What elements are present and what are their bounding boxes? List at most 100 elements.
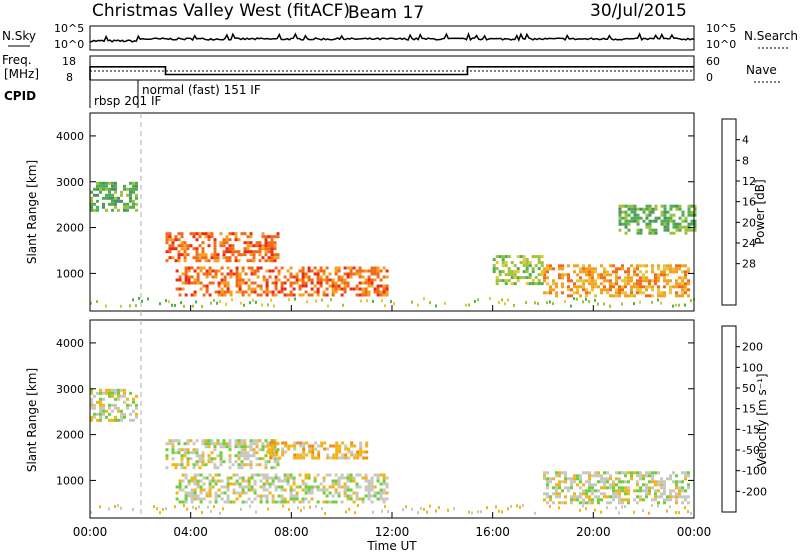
heatmap-cell xyxy=(588,270,591,274)
heatmap-cell xyxy=(229,482,233,486)
heatmap-cell xyxy=(350,441,354,445)
heatmap-cell xyxy=(501,270,505,274)
heatmap-cell xyxy=(627,498,630,502)
heatmap-cell xyxy=(210,256,214,260)
heatmap-cell xyxy=(609,474,612,478)
heatmap-cell xyxy=(588,276,591,280)
heatmap-cell xyxy=(243,439,247,443)
heatmap-cell xyxy=(663,489,666,493)
heatmap-cell xyxy=(501,264,505,268)
cpid-mode-1-label: rbsp 201 IF xyxy=(94,94,161,108)
heatmap-cell xyxy=(355,482,359,486)
heatmap-cell xyxy=(286,476,290,480)
heatmap-cell xyxy=(507,267,511,271)
heatmap-cell xyxy=(540,264,544,268)
heatmap-cell xyxy=(174,463,178,467)
heatmap-cell xyxy=(624,492,627,496)
heatmap-cell xyxy=(666,279,669,283)
heatmap-cell xyxy=(324,511,326,515)
heatmap-cell xyxy=(663,498,666,502)
heatmap-cell xyxy=(207,238,211,242)
heatmap-cell xyxy=(334,272,338,276)
heatmap-cell xyxy=(99,184,102,188)
heatmap-cell xyxy=(183,250,187,254)
heatmap-cell xyxy=(627,501,630,505)
heatmap-cell xyxy=(240,460,244,464)
heatmap-cell xyxy=(549,291,552,295)
heatmap-cell xyxy=(540,273,544,277)
heatmap-cell xyxy=(111,193,114,197)
heatmap-cell xyxy=(447,508,449,512)
heatmap-cell xyxy=(335,450,339,454)
heatmap-cell xyxy=(627,273,630,277)
heatmap-cell xyxy=(564,273,567,277)
heatmap-cell xyxy=(201,250,205,254)
heatmap-cell xyxy=(325,500,329,504)
heatmap-cell xyxy=(198,457,202,461)
heatmap-cell xyxy=(243,454,247,458)
heatmap-cell xyxy=(180,301,182,305)
heatmap-cell xyxy=(222,507,224,511)
heatmap-cell xyxy=(195,506,197,510)
heatmap-cell xyxy=(630,291,633,295)
heatmap-cell xyxy=(199,497,203,501)
heatmap-cell xyxy=(301,497,305,501)
heatmap-cell xyxy=(220,479,224,483)
heatmap-cell xyxy=(321,298,323,302)
heatmap-cell xyxy=(262,476,266,480)
heatmap-cell xyxy=(247,482,251,486)
heatmap-cell xyxy=(249,301,251,305)
heatmap-cell xyxy=(287,444,291,448)
heatmap-cell xyxy=(244,485,248,489)
heatmap-cell xyxy=(293,447,297,451)
heatmap-cell xyxy=(198,460,202,464)
heatmap-cell xyxy=(531,279,535,283)
heatmap-cell xyxy=(357,504,359,508)
heatmap-cell xyxy=(184,485,188,489)
heatmap-cell xyxy=(636,285,639,289)
heatmap-cell xyxy=(108,187,111,191)
heatmap-cell xyxy=(537,255,541,259)
heatmap-cell xyxy=(609,495,612,499)
heatmap-cell xyxy=(630,207,634,211)
heatmap-cell xyxy=(277,269,281,273)
heatmap-cell xyxy=(135,412,138,416)
heatmap-cell xyxy=(304,284,308,288)
heatmap-cell xyxy=(645,204,649,208)
heatmap-cell xyxy=(603,267,606,271)
heatmap-cell xyxy=(219,442,223,446)
heatmap-cell xyxy=(268,290,272,294)
heatmap-cell xyxy=(654,279,657,283)
heatmap-cell xyxy=(165,442,169,446)
heatmap-cell xyxy=(165,454,169,458)
heatmap-cell xyxy=(624,291,627,295)
heatmap-cell xyxy=(171,256,175,260)
heatmap-cell xyxy=(298,500,302,504)
heatmap-cell xyxy=(114,205,117,209)
heatmap-cell xyxy=(244,479,248,483)
heatmap-cell xyxy=(295,281,299,285)
heatmap-cell xyxy=(93,415,96,419)
heatmap-cell xyxy=(192,247,196,251)
heatmap-cell xyxy=(603,480,606,484)
heatmap-cell xyxy=(281,450,285,454)
heatmap-cell xyxy=(114,190,117,194)
heatmap-cell xyxy=(219,244,223,248)
heatmap-cell xyxy=(289,281,293,285)
heatmap-cell xyxy=(678,492,681,496)
heatmap-cell xyxy=(286,293,290,297)
heatmap-cell xyxy=(361,275,365,279)
heatmap-cell xyxy=(178,500,182,504)
heatmap-cell xyxy=(370,488,374,492)
heatmap-cell xyxy=(639,486,642,490)
heatmap-cell xyxy=(603,302,605,306)
heatmap-cell xyxy=(270,235,274,239)
heatmap-cell xyxy=(208,494,212,498)
heatmap-cell xyxy=(204,259,208,263)
heatmap-cell xyxy=(681,270,684,274)
heatmap-cell xyxy=(316,485,320,489)
heatmap-cell xyxy=(349,473,353,477)
heatmap-cell xyxy=(555,492,558,496)
heatmap-cell xyxy=(310,269,314,273)
heatmap-cell xyxy=(126,406,129,410)
